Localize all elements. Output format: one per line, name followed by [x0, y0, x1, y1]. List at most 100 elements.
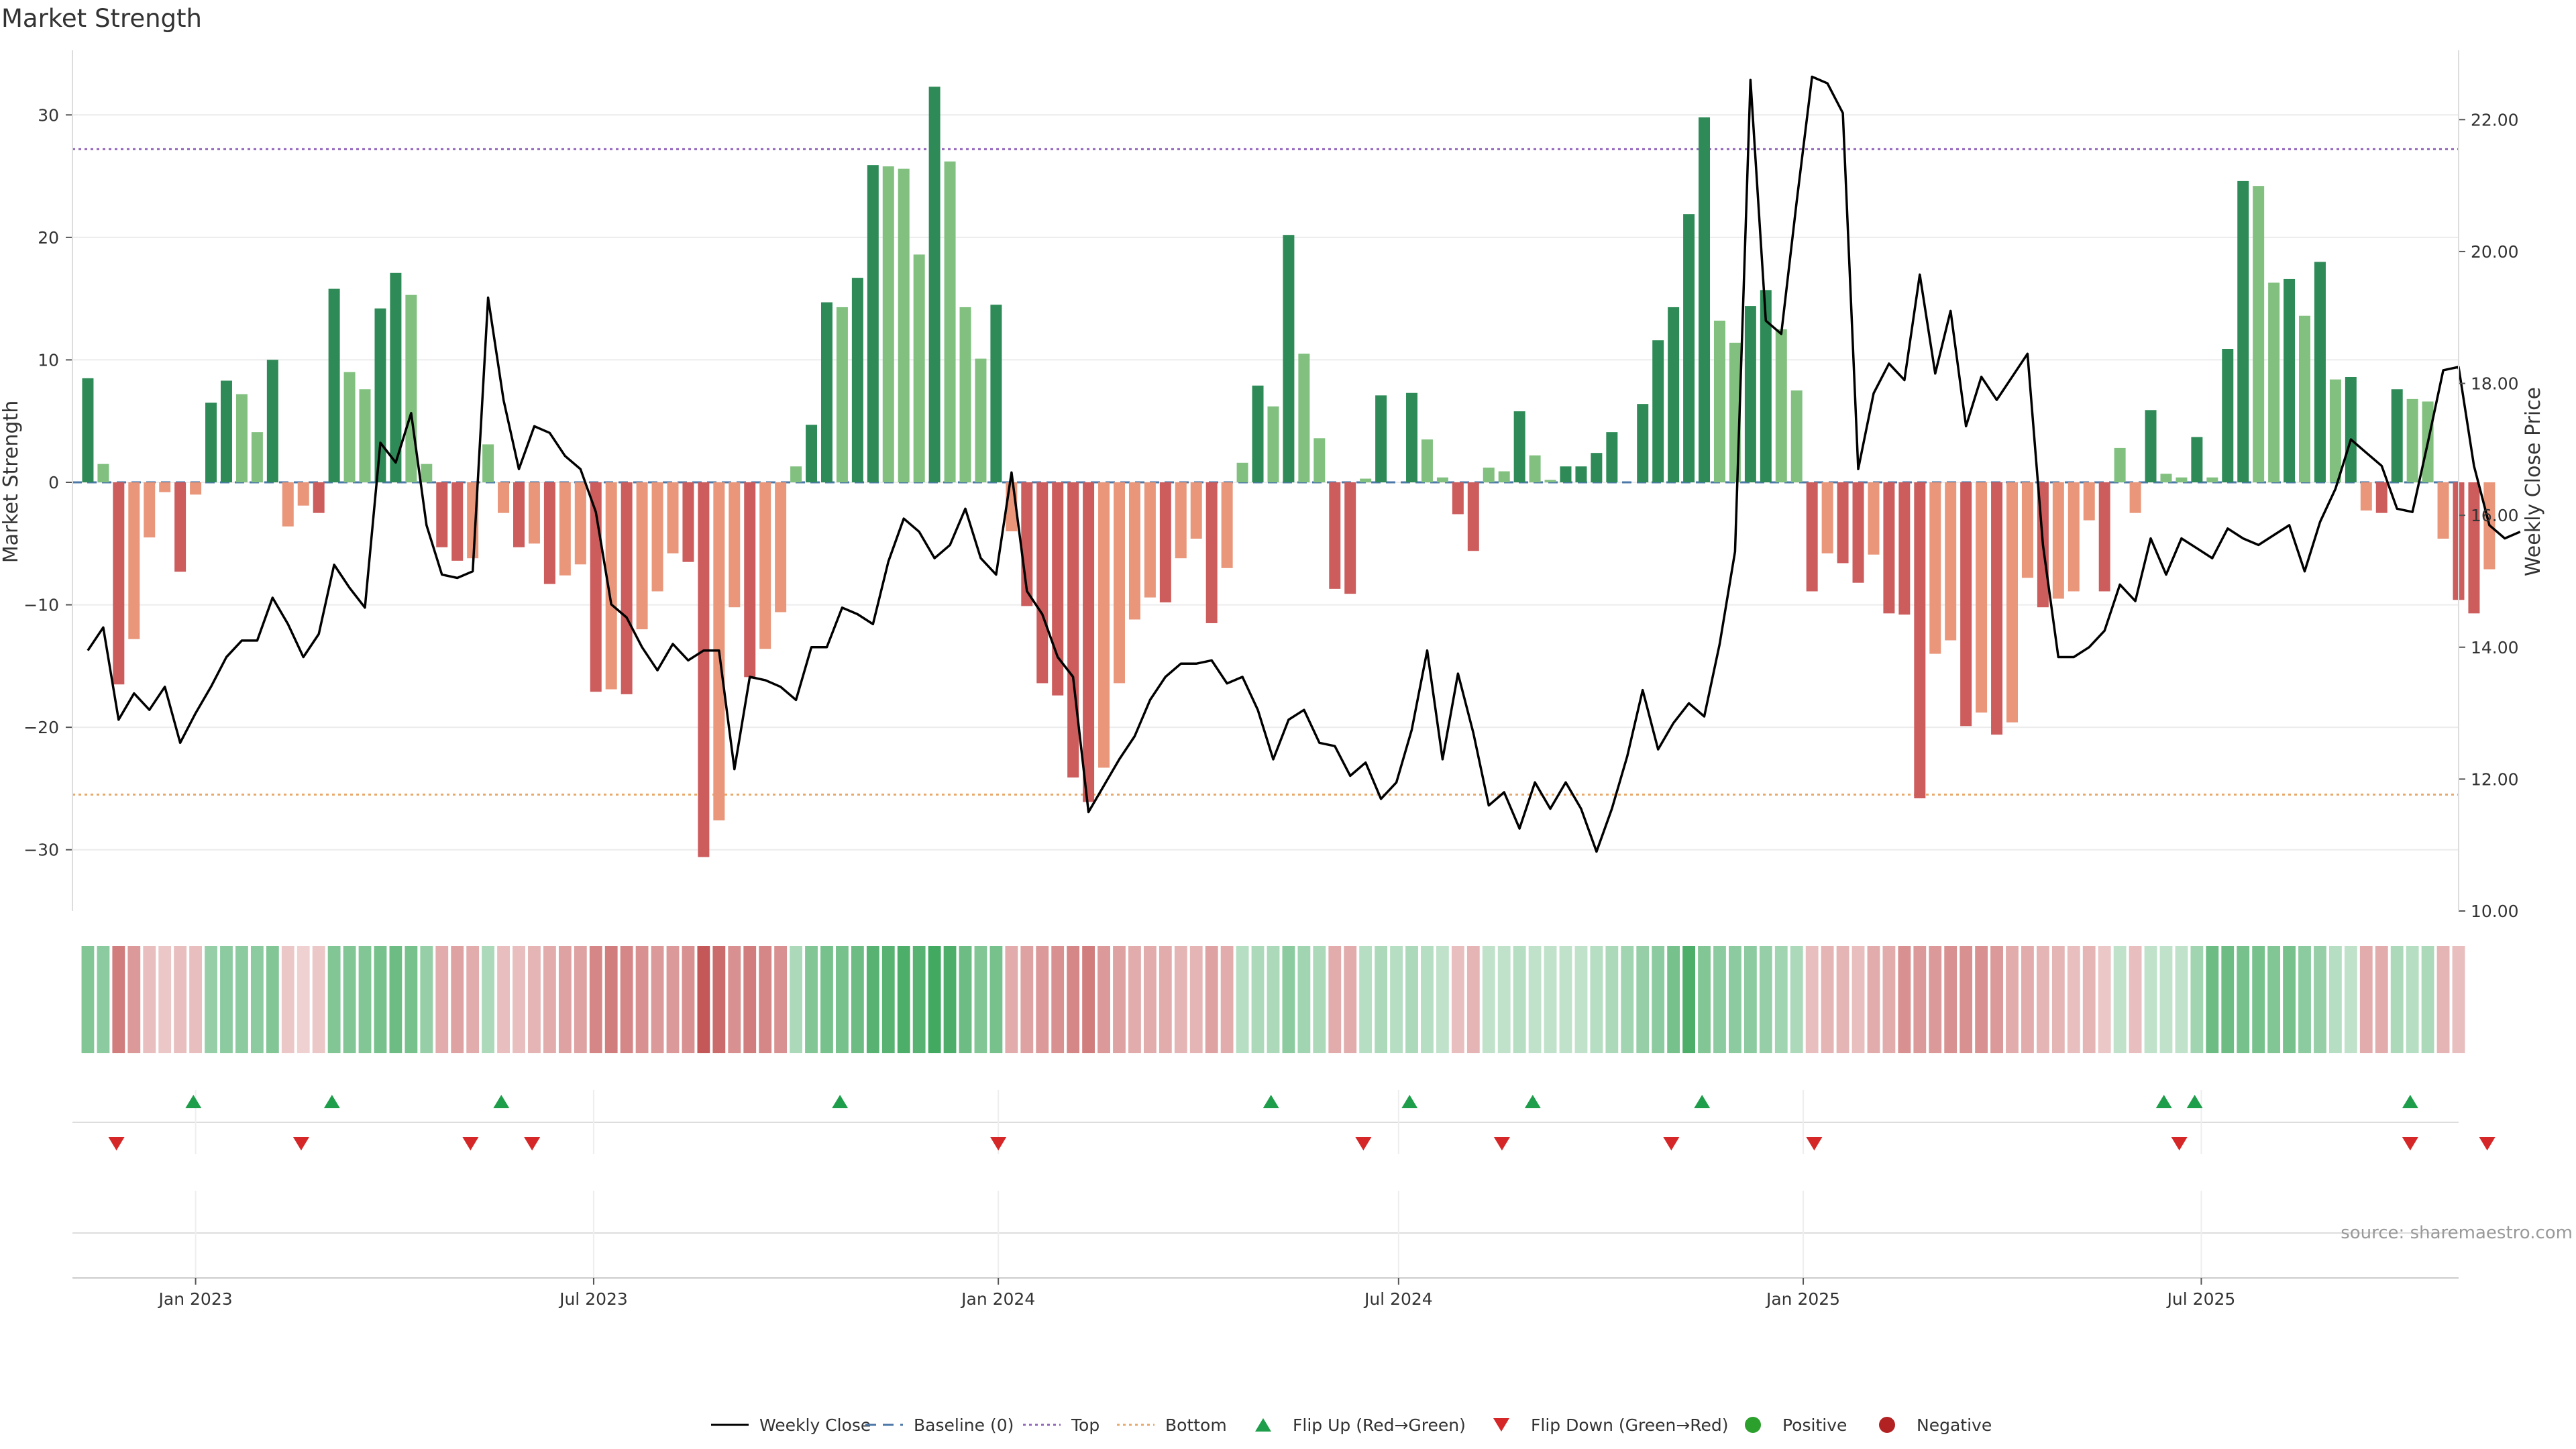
- strength-bar: [928, 87, 941, 482]
- strength-bar: [1298, 354, 1310, 482]
- heat-cell: [912, 946, 926, 1053]
- flip-down-marker: [292, 1137, 309, 1150]
- heat-cell: [205, 946, 217, 1053]
- strength-bar: [1544, 480, 1556, 482]
- strength-bar: [1821, 482, 1833, 553]
- heat-cell: [759, 946, 772, 1053]
- heat-cell: [482, 946, 495, 1053]
- strength-bar: [1175, 482, 1187, 559]
- legend-label: Bottom: [1165, 1415, 1227, 1435]
- strength-bar: [2006, 482, 2018, 722]
- strength-bar: [1591, 453, 1603, 482]
- strength-bar: [882, 166, 894, 483]
- strength-bar: [482, 444, 494, 482]
- strength-bar: [2191, 437, 2203, 482]
- heat-cell: [174, 946, 187, 1053]
- heat-cell: [2175, 946, 2188, 1053]
- heat-cell: [1929, 946, 1942, 1053]
- strength-bar: [1713, 321, 1725, 482]
- heat-cell: [1774, 946, 1788, 1053]
- strength-bar: [1683, 214, 1695, 482]
- heat-cell: [451, 946, 464, 1053]
- price-line: [87, 75, 2521, 853]
- heat-cell: [1898, 946, 1911, 1053]
- heat-cell: [881, 946, 895, 1053]
- heat-cell: [1297, 946, 1311, 1053]
- strength-bar: [2206, 477, 2218, 482]
- strength-bar: [651, 482, 663, 592]
- strength-bar: [867, 165, 879, 482]
- strength-bar: [1159, 482, 1171, 602]
- strength-bar: [251, 432, 263, 482]
- heat-cell: [2098, 946, 2111, 1053]
- strength-bar: [359, 389, 371, 482]
- x-tick-label: Jul 2023: [558, 1289, 628, 1309]
- strength-bar: [1205, 482, 1218, 623]
- heat-cell: [1082, 946, 1095, 1053]
- heat-cell: [2237, 946, 2250, 1053]
- heat-cell: [1159, 946, 1172, 1053]
- strength-bar: [2237, 180, 2249, 482]
- flip-down-marker: [2479, 1137, 2496, 1150]
- heat-cell: [1421, 946, 1434, 1053]
- flip-up-marker: [2186, 1095, 2203, 1108]
- heat-cell: [435, 946, 449, 1053]
- strength-bar: [836, 307, 848, 482]
- strength-bar: [1883, 482, 1895, 614]
- heat-cell: [1867, 946, 1880, 1053]
- heat-cell: [728, 946, 741, 1053]
- heat-cell: [666, 946, 680, 1053]
- heat-cell: [250, 946, 264, 1053]
- heat-cell: [2329, 946, 2342, 1053]
- strength-bar: [1344, 482, 1356, 594]
- flip-up-marker: [1263, 1095, 1279, 1108]
- strength-bar: [1513, 411, 1525, 482]
- strength-bar: [297, 482, 309, 506]
- heat-cell: [1882, 946, 1896, 1053]
- x-tick-label: Jan 2024: [960, 1289, 1035, 1309]
- flip-up-marker: [1524, 1095, 1541, 1108]
- strength-bar: [944, 161, 956, 483]
- strength-bar: [1221, 482, 1233, 568]
- heat-cell: [1005, 946, 1018, 1053]
- strength-bar: [1914, 482, 1926, 799]
- heat-cell: [1836, 946, 1849, 1053]
- heat-cell: [1051, 946, 1065, 1053]
- heat-cell: [1652, 946, 1665, 1053]
- flip-down-marker: [1493, 1137, 1510, 1150]
- heat-cell: [158, 946, 172, 1053]
- strength-bar: [220, 380, 232, 482]
- x-axis: Jan 2023 Jul 2023 Jan 2024 Jul 2024 Jan 2025…: [72, 1277, 2459, 1309]
- heat-cell: [774, 946, 788, 1053]
- left-tick-label: 30: [38, 105, 59, 125]
- heat-cell: [389, 946, 402, 1053]
- heat-cell: [1790, 946, 1803, 1053]
- strength-bar: [898, 168, 910, 483]
- flip-up-marker: [2155, 1095, 2172, 1108]
- heat-cell: [1944, 946, 1957, 1053]
- strength-bar: [1452, 482, 1464, 515]
- strength-bar: [820, 302, 833, 482]
- heat-cell: [820, 946, 833, 1053]
- heat-cell: [1990, 946, 2003, 1053]
- left-tick-label: 10: [38, 350, 59, 370]
- heat-cell: [1189, 946, 1203, 1053]
- heat-cell: [635, 946, 649, 1053]
- heat-cell: [1313, 946, 1326, 1053]
- heat-cell: [2344, 946, 2357, 1053]
- strength-bar: [1606, 432, 1618, 482]
- heat-cell: [928, 946, 941, 1053]
- strength-bar: [1560, 466, 1572, 482]
- strength-bar: [729, 482, 741, 608]
- left-tick-label: 0: [48, 473, 59, 492]
- flip-down-marker: [2171, 1137, 2188, 1150]
- strength-bar: [990, 305, 1002, 482]
- heat-cell: [1805, 946, 1819, 1053]
- flip-down-marker: [2402, 1137, 2418, 1150]
- heat-cell: [2113, 946, 2127, 1053]
- strength-bar: [113, 482, 125, 685]
- legend-item: Flip Up (Red→Green): [1255, 1415, 1466, 1435]
- strength-bar: [959, 307, 971, 482]
- heat-cell: [2129, 946, 2142, 1053]
- flip-down-marker: [108, 1137, 125, 1150]
